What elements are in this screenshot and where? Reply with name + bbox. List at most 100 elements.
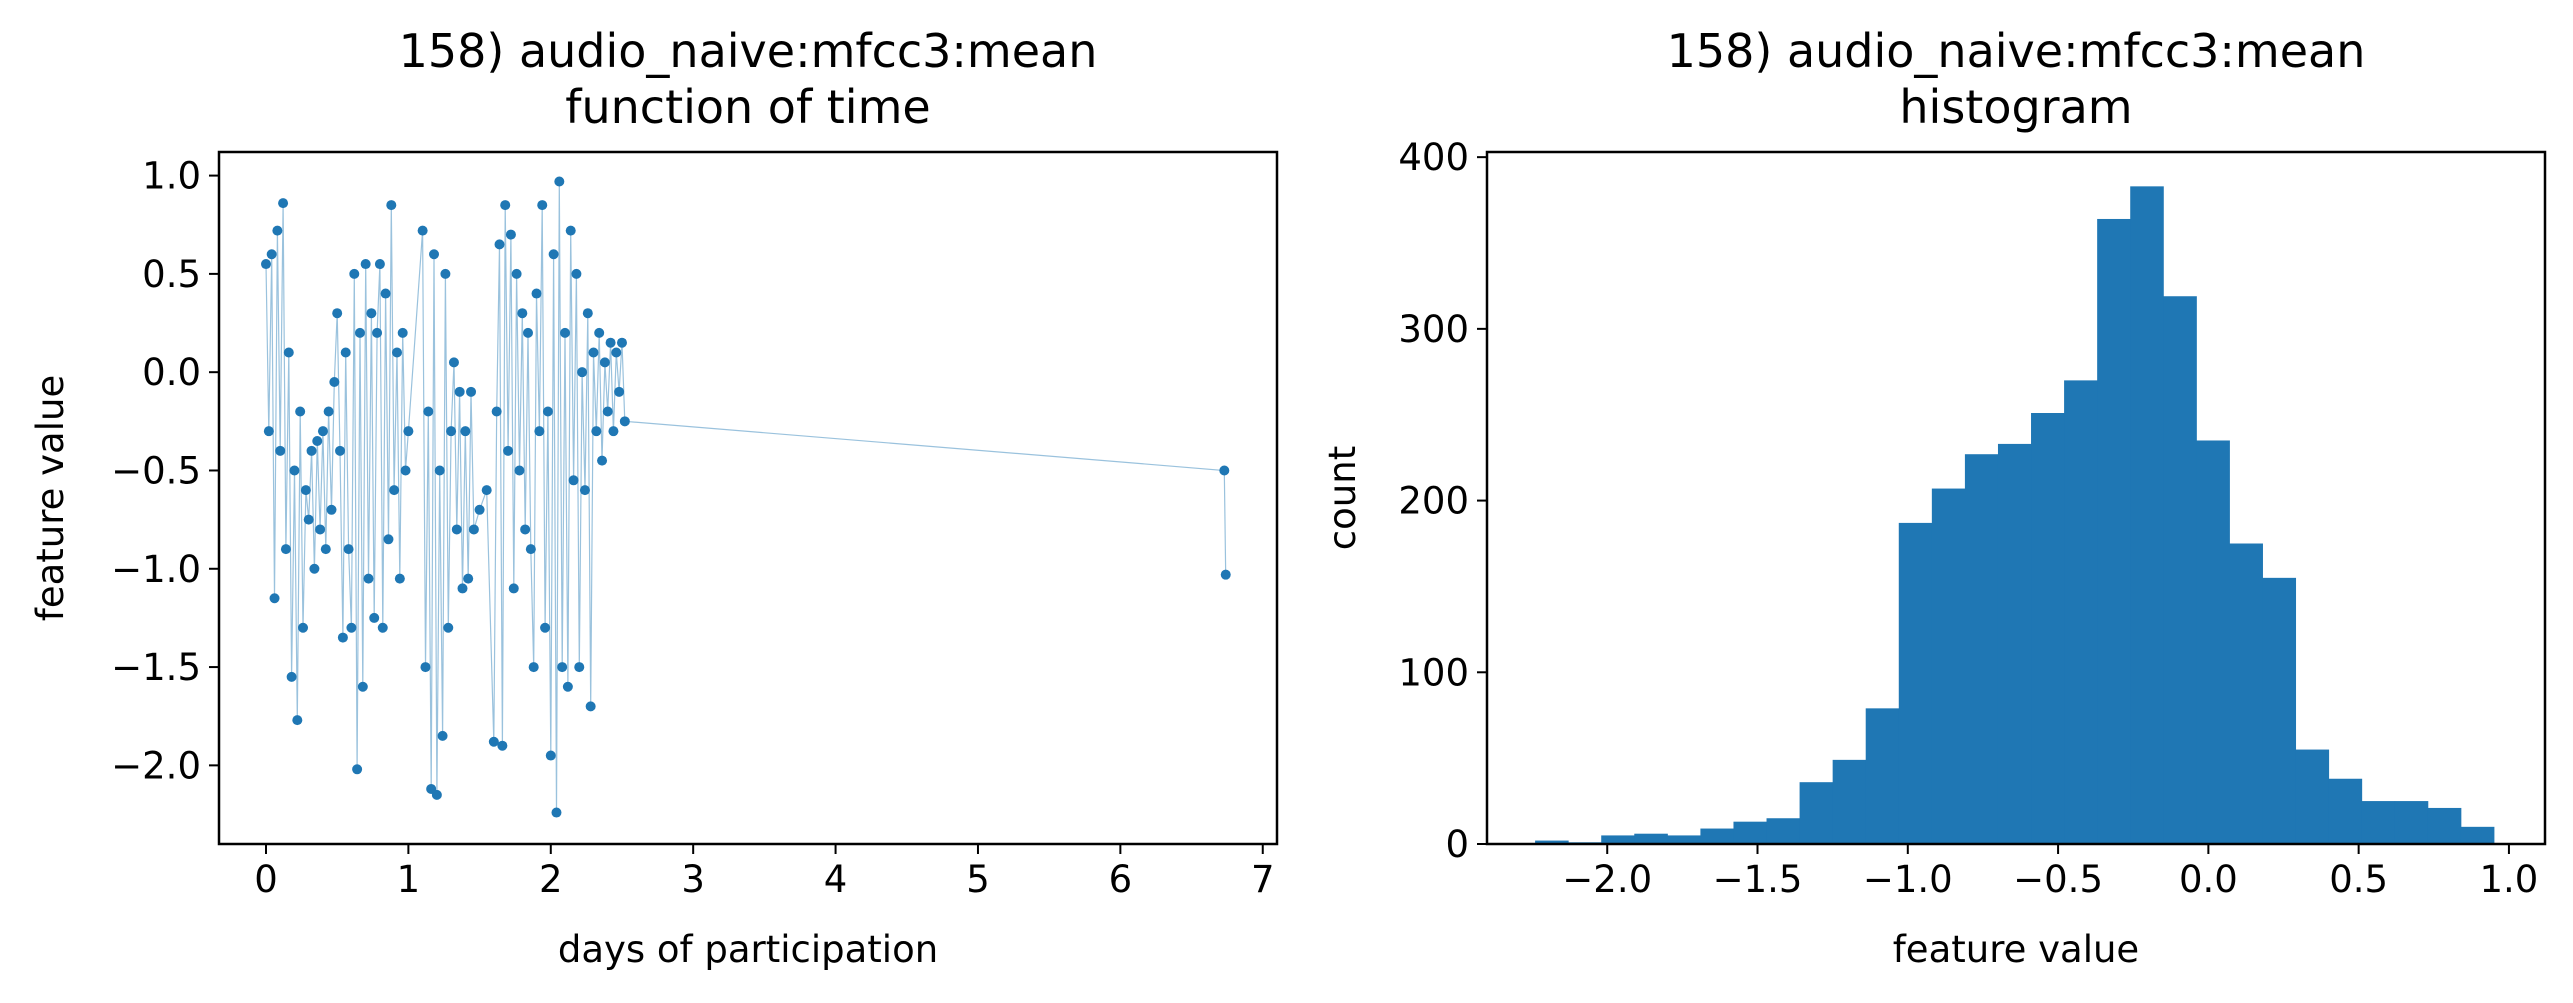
data-point: [500, 200, 511, 211]
data-point: [505, 229, 516, 240]
data-point: [269, 593, 280, 604]
histogram-bar: [1667, 835, 1701, 844]
time-series-chart: 158) audio_naive:mfcc3:mean function of …: [29, 24, 1279, 971]
y-tick-label: 0.0: [142, 351, 201, 394]
data-point: [503, 445, 514, 456]
data-point: [394, 573, 405, 584]
data-point: [317, 426, 328, 437]
data-point: [557, 662, 568, 673]
x-tick-label: 1.0: [2480, 858, 2539, 901]
data-point: [377, 622, 388, 633]
data-point: [605, 337, 616, 348]
data-point: [528, 662, 539, 673]
y-tick-label: −0.5: [111, 449, 201, 492]
data-point: [602, 406, 613, 417]
data-point: [457, 583, 468, 594]
data-point: [565, 225, 576, 236]
x-tick-label: 1: [397, 858, 421, 901]
histogram-bar: [1766, 818, 1801, 844]
data-point: [292, 715, 303, 726]
data-point: [335, 445, 346, 456]
axis-ticks: −2.0 −1.5 −1.0 −0.5 0.0 0.5 1.0 0 100 200 300 400: [1398, 136, 2538, 901]
x-tick-label: 0.5: [2329, 858, 2388, 901]
x-tick-label: 3: [681, 858, 705, 901]
x-tick-label: 2: [539, 858, 563, 901]
data-point: [481, 485, 492, 496]
data-point: [363, 573, 374, 584]
data-point: [349, 268, 360, 279]
data-point: [374, 259, 385, 270]
data-point: [466, 386, 477, 397]
data-point: [278, 198, 289, 209]
data-point: [260, 259, 271, 270]
data-point: [366, 308, 377, 319]
y-axis-label: count: [1321, 446, 1364, 550]
data-point: [266, 249, 277, 260]
x-tick-label: 6: [1109, 858, 1133, 901]
histogram-bar: [2064, 380, 2098, 844]
data-point: [522, 327, 533, 338]
data-point: [574, 662, 585, 673]
data-point: [275, 445, 286, 456]
data-point: [326, 504, 337, 515]
histogram-bar: [1898, 522, 1933, 844]
histogram-bar: [1832, 759, 1867, 844]
plot-marks: [260, 176, 1231, 818]
data-point: [582, 308, 593, 319]
x-tick-label: −1.0: [1863, 858, 1953, 901]
data-point: [560, 327, 571, 338]
data-point: [431, 789, 442, 800]
y-tick-label: 200: [1398, 480, 1469, 523]
plot-marks: [1535, 186, 2495, 845]
x-tick-label: 7: [1251, 858, 1275, 901]
data-point: [579, 485, 590, 496]
data-point: [300, 485, 311, 496]
data-point: [534, 426, 545, 437]
data-point: [306, 445, 317, 456]
y-tick-label: 100: [1398, 651, 1469, 694]
data-point: [429, 249, 440, 260]
histogram-bar: [1799, 782, 1834, 844]
data-point: [1219, 465, 1230, 476]
histogram-chart: 158) audio_naive:mfcc3:mean histogram −2…: [1321, 24, 2547, 971]
data-point: [352, 764, 363, 775]
data-point: [437, 730, 448, 741]
data-point: [346, 622, 357, 633]
y-tick-label: 400: [1398, 136, 1469, 179]
data-point: [588, 347, 599, 358]
histogram-bar: [2130, 186, 2164, 845]
data-point: [323, 406, 334, 417]
data-point: [548, 249, 559, 260]
data-point: [332, 308, 343, 319]
data-point: [312, 435, 323, 446]
data-point: [369, 612, 380, 623]
data-point: [468, 524, 479, 535]
data-point: [545, 750, 556, 761]
data-point: [372, 327, 383, 338]
data-point: [451, 524, 462, 535]
data-point: [380, 288, 391, 299]
data-point: [619, 416, 630, 427]
axis-ticks: 0 1 2 3 4 5 6 7 1.0 0.5 0.0 −0.5 −1.0 −1.5 −2.0: [111, 155, 1274, 901]
data-point: [386, 200, 397, 211]
histogram-bar: [2328, 778, 2363, 844]
data-point: [491, 406, 502, 417]
data-point: [571, 268, 582, 279]
data-point: [354, 327, 365, 338]
data-point: [315, 524, 326, 535]
data-point: [343, 544, 354, 555]
histogram-bar: [2097, 218, 2131, 844]
x-tick-label: −0.5: [2013, 858, 2103, 901]
data-point: [446, 426, 457, 437]
data-point: [423, 406, 434, 417]
x-tick-label: 4: [824, 858, 848, 901]
data-point: [272, 225, 283, 236]
data-point: [289, 465, 300, 476]
histogram-bar: [1733, 821, 1768, 844]
data-point: [1220, 569, 1231, 580]
y-tick-label: −2.0: [111, 744, 201, 787]
data-point: [397, 327, 408, 338]
data-point: [517, 308, 528, 319]
data-point: [389, 485, 400, 496]
y-tick-label: 1.0: [142, 155, 201, 198]
